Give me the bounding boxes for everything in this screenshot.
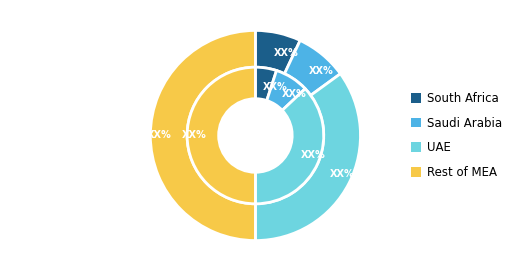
Wedge shape bbox=[256, 30, 300, 74]
Text: XX%: XX% bbox=[282, 89, 307, 99]
Legend: South Africa, Saudi Arabia, UAE, Rest of MEA: South Africa, Saudi Arabia, UAE, Rest of… bbox=[406, 87, 507, 184]
Wedge shape bbox=[150, 30, 256, 241]
Wedge shape bbox=[267, 70, 305, 110]
Wedge shape bbox=[285, 40, 341, 95]
Wedge shape bbox=[256, 67, 277, 101]
Text: XX%: XX% bbox=[263, 82, 288, 92]
Text: XX%: XX% bbox=[274, 49, 298, 59]
Text: XX%: XX% bbox=[331, 169, 355, 179]
Wedge shape bbox=[187, 67, 256, 204]
Wedge shape bbox=[256, 74, 361, 241]
Wedge shape bbox=[256, 89, 324, 204]
Text: XX%: XX% bbox=[309, 66, 334, 76]
Text: XX%: XX% bbox=[182, 131, 206, 140]
Text: XX%: XX% bbox=[300, 150, 325, 160]
Text: XX%: XX% bbox=[147, 131, 172, 140]
